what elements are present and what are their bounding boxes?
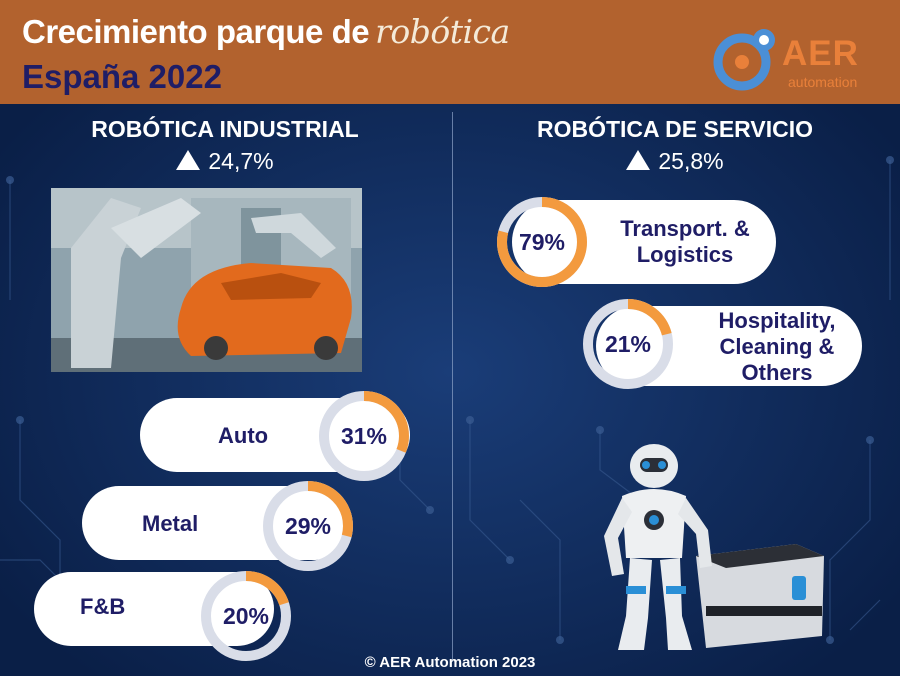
industrial-pill-fb: F&B xyxy=(34,572,274,646)
service-growth: 25,8% xyxy=(510,148,840,175)
donut-arc xyxy=(201,571,291,661)
donut-hospitality: 21% xyxy=(582,298,674,390)
page-title: Crecimiento parque de robótica xyxy=(22,12,510,51)
donut-auto: 31% xyxy=(318,390,410,482)
logo-text: AER xyxy=(782,34,859,73)
industrial-robot-photo xyxy=(51,188,362,372)
up-triangle-icon xyxy=(176,150,201,170)
donut-transport: 79% xyxy=(496,196,588,288)
service-title: ROBÓTICA DE SERVICIO xyxy=(536,116,814,142)
donut-metal: 29% xyxy=(262,480,354,572)
industrial-title: ROBÓTICA INDUSTRIAL xyxy=(91,116,359,142)
donut-value-label: 20% xyxy=(222,603,270,629)
pill-label-fb: F&B xyxy=(80,594,126,619)
pill-label-auto: Auto xyxy=(218,423,269,448)
title-script-word: robótica xyxy=(375,12,510,51)
industrial-pill-metal: Metal xyxy=(82,486,352,560)
donut-arc xyxy=(263,481,353,571)
footer-copyright: © AER Automation 2023 xyxy=(364,654,536,671)
logo-subtext: automation xyxy=(788,74,858,90)
donut-arc xyxy=(583,299,673,389)
industrial-pill-auto: Auto xyxy=(140,398,410,472)
donut-fb: 20% xyxy=(200,570,292,662)
industrial-growth: 24,7% xyxy=(60,148,390,175)
column-divider xyxy=(452,112,453,662)
pill-label-metal: Metal xyxy=(142,511,199,536)
service-robot-illustration xyxy=(604,444,824,650)
page-subtitle: España 2022 xyxy=(22,58,222,95)
donut-value-label: 21% xyxy=(604,331,652,357)
header-banner: Crecimiento parque de robótica España 202… xyxy=(0,0,900,104)
pill-label-hospitality: Hospitality, Cleaning & Others xyxy=(718,308,836,385)
donut-value-label: 31% xyxy=(340,423,388,449)
donut-value-label: 29% xyxy=(284,513,332,539)
service-pill-transport: Transport. & Logistics xyxy=(512,200,776,284)
donut-arc xyxy=(319,391,409,481)
logo-mark-icon xyxy=(713,29,775,91)
donut-arc xyxy=(497,197,587,287)
up-triangle-icon xyxy=(626,150,651,170)
service-pill-hospitality: Hospitality, Cleaning & Others xyxy=(596,306,862,386)
aer-logo: AER automation xyxy=(712,24,882,94)
pill-label-transport: Transport. & Logistics xyxy=(620,216,750,267)
donut-value-label: 79% xyxy=(518,229,566,255)
